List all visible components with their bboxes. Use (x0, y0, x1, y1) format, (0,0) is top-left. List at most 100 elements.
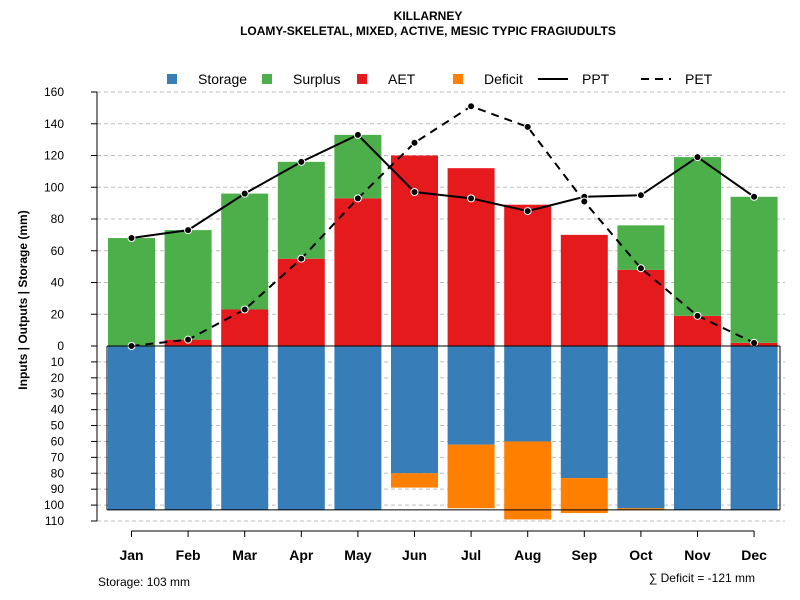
x-tick-label: Jul (461, 547, 481, 563)
axes-group: 0204060801001201401601020304050607080901… (44, 85, 781, 563)
aet-bar (277, 258, 325, 346)
legend-swatch-storage (167, 74, 177, 84)
pet-line (131, 105, 755, 347)
ppt-point (410, 188, 419, 197)
y-tick-label: 20 (51, 307, 65, 321)
deficit-footer: ∑ Deficit = -121 mm (649, 571, 755, 585)
x-tick-label: Sep (571, 547, 597, 563)
y-tick-label: 80 (51, 212, 65, 226)
legend-label-storage: Storage (198, 71, 247, 87)
y-tick-label: 60 (51, 244, 65, 258)
ppt-point (184, 226, 193, 235)
x-tick-label: Feb (176, 547, 201, 563)
pet-point (580, 197, 589, 206)
y-tick-label: 100 (44, 498, 64, 512)
ppt-line (131, 133, 755, 240)
y-tick-label: 50 (51, 419, 65, 433)
storage-bar (391, 346, 438, 474)
aet-bar (391, 155, 438, 346)
lines-group (127, 102, 759, 350)
legend-label-deficit: Deficit (484, 71, 523, 87)
storage-bar (447, 346, 495, 445)
y-tick-label: 10 (51, 355, 65, 369)
y-tick-label: 70 (51, 450, 65, 464)
y-tick-label: 100 (44, 180, 64, 194)
ppt-point (693, 153, 702, 162)
x-tick-label: Apr (289, 547, 314, 563)
pet-point (184, 335, 193, 344)
pet-point (693, 311, 702, 320)
ppt-point (353, 130, 362, 139)
legend-label-ppt: PPT (582, 71, 610, 87)
y-tick-label: 120 (44, 149, 64, 163)
x-tick-label: Nov (684, 547, 711, 563)
surplus-bar (277, 161, 325, 259)
storage-bar (617, 346, 665, 509)
surplus-bar (617, 225, 665, 270)
aet-bar (504, 204, 552, 346)
x-tick-label: Aug (514, 547, 541, 563)
pet-point (410, 138, 419, 147)
aet-bar (674, 315, 721, 346)
storage-bar (560, 346, 608, 479)
storage-bar (504, 346, 552, 442)
deficit-bar (617, 508, 665, 510)
y-tick-label: 80 (51, 466, 65, 480)
pet-point (523, 122, 532, 131)
chart-legend: Storage Surplus AET Deficit PPT PET (167, 71, 713, 87)
storage-bar (164, 346, 212, 510)
y-tick-label: 40 (51, 403, 65, 417)
surplus-bar (674, 157, 721, 316)
deficit-bar (447, 444, 495, 509)
storage-bar (221, 346, 269, 510)
y-tick-label: 40 (51, 276, 65, 290)
chart-title: KILLARNEY (394, 9, 463, 23)
pet-point (467, 102, 476, 111)
deficit-bar (560, 478, 608, 514)
y-tick-label: 30 (51, 387, 65, 401)
aet-bar (221, 309, 269, 346)
legend-label-pet: PET (685, 71, 713, 87)
legend-swatch-deficit (453, 74, 463, 84)
pet-point (353, 194, 362, 203)
storage-footer: Storage: 103 mm (98, 575, 190, 589)
y-tick-label: 20 (51, 371, 65, 385)
y-tick-label: 60 (51, 434, 65, 448)
deficit-bar (504, 441, 552, 520)
x-tick-label: Dec (741, 547, 767, 563)
y-tick-label: 90 (51, 482, 65, 496)
legend-label-surplus: Surplus (293, 71, 340, 87)
y-axis-label: Inputs | Outputs | Storage (mm) (16, 210, 30, 389)
aet-bar (334, 198, 382, 346)
surplus-bar (334, 134, 382, 199)
surplus-bar (108, 238, 155, 346)
ppt-point (636, 191, 645, 200)
pet-point (750, 338, 759, 347)
aet-bar (560, 234, 608, 346)
surplus-bar (164, 230, 212, 340)
storage-bar (108, 346, 155, 510)
surplus-bar (730, 196, 778, 343)
storage-bar (674, 346, 721, 510)
ppt-point (467, 194, 476, 203)
ppt-point (297, 157, 306, 166)
y-tick-label: 0 (57, 339, 64, 353)
x-tick-label: Oct (629, 547, 653, 563)
storage-bar (277, 346, 325, 510)
x-tick-label: May (344, 547, 371, 563)
chart-subtitle: LOAMY-SKELETAL, MIXED, ACTIVE, MESIC TYP… (240, 24, 616, 38)
x-tick-label: Jan (119, 547, 143, 563)
grid-lines (97, 91, 785, 522)
ppt-point (523, 207, 532, 216)
bars-group (108, 134, 778, 520)
ppt-point (127, 234, 136, 243)
ppt-point (240, 189, 249, 198)
pet-point (240, 305, 249, 314)
ppt-point (750, 192, 759, 201)
storage-bar (730, 346, 778, 510)
legend-label-aet: AET (388, 71, 416, 87)
y-tick-label: 160 (44, 85, 64, 99)
storage-bar (334, 346, 382, 510)
deficit-bar (391, 473, 438, 488)
